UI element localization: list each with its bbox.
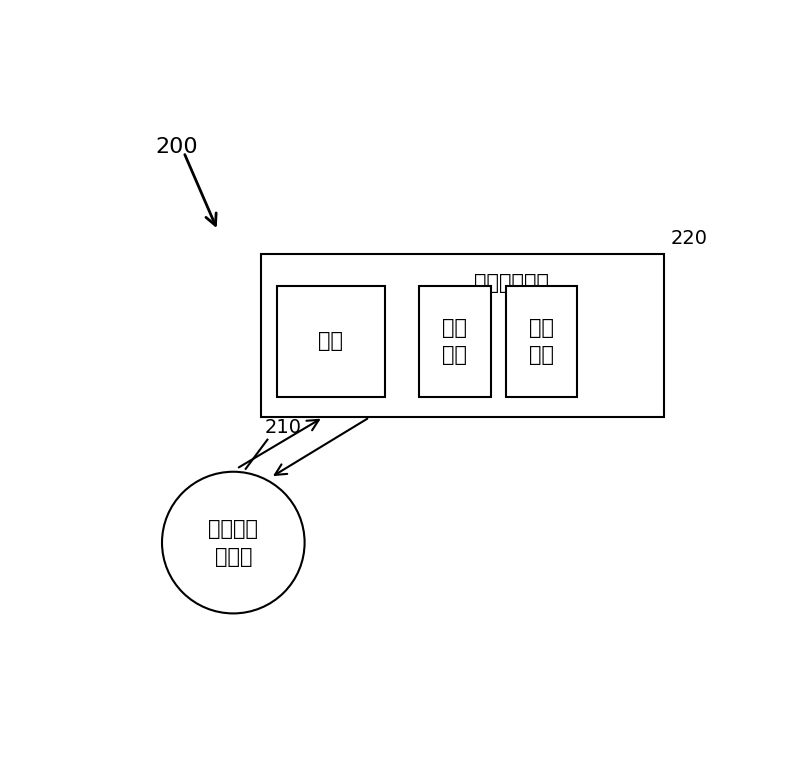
Bar (506, 286, 578, 397)
Text: 捭伤
确认: 捭伤 确认 (530, 318, 554, 365)
Text: 210: 210 (264, 418, 302, 437)
Text: 波长
指配: 波长 指配 (442, 318, 467, 365)
Bar (277, 286, 386, 397)
Ellipse shape (162, 472, 305, 613)
Text: 220: 220 (670, 229, 707, 248)
Text: 200: 200 (156, 138, 198, 157)
Bar (262, 254, 664, 417)
Bar (419, 286, 490, 397)
Text: 路径计算
客户端: 路径计算 客户端 (208, 519, 258, 566)
Text: 路径计算元件: 路径计算元件 (474, 273, 549, 294)
Text: 路由: 路由 (318, 332, 343, 351)
